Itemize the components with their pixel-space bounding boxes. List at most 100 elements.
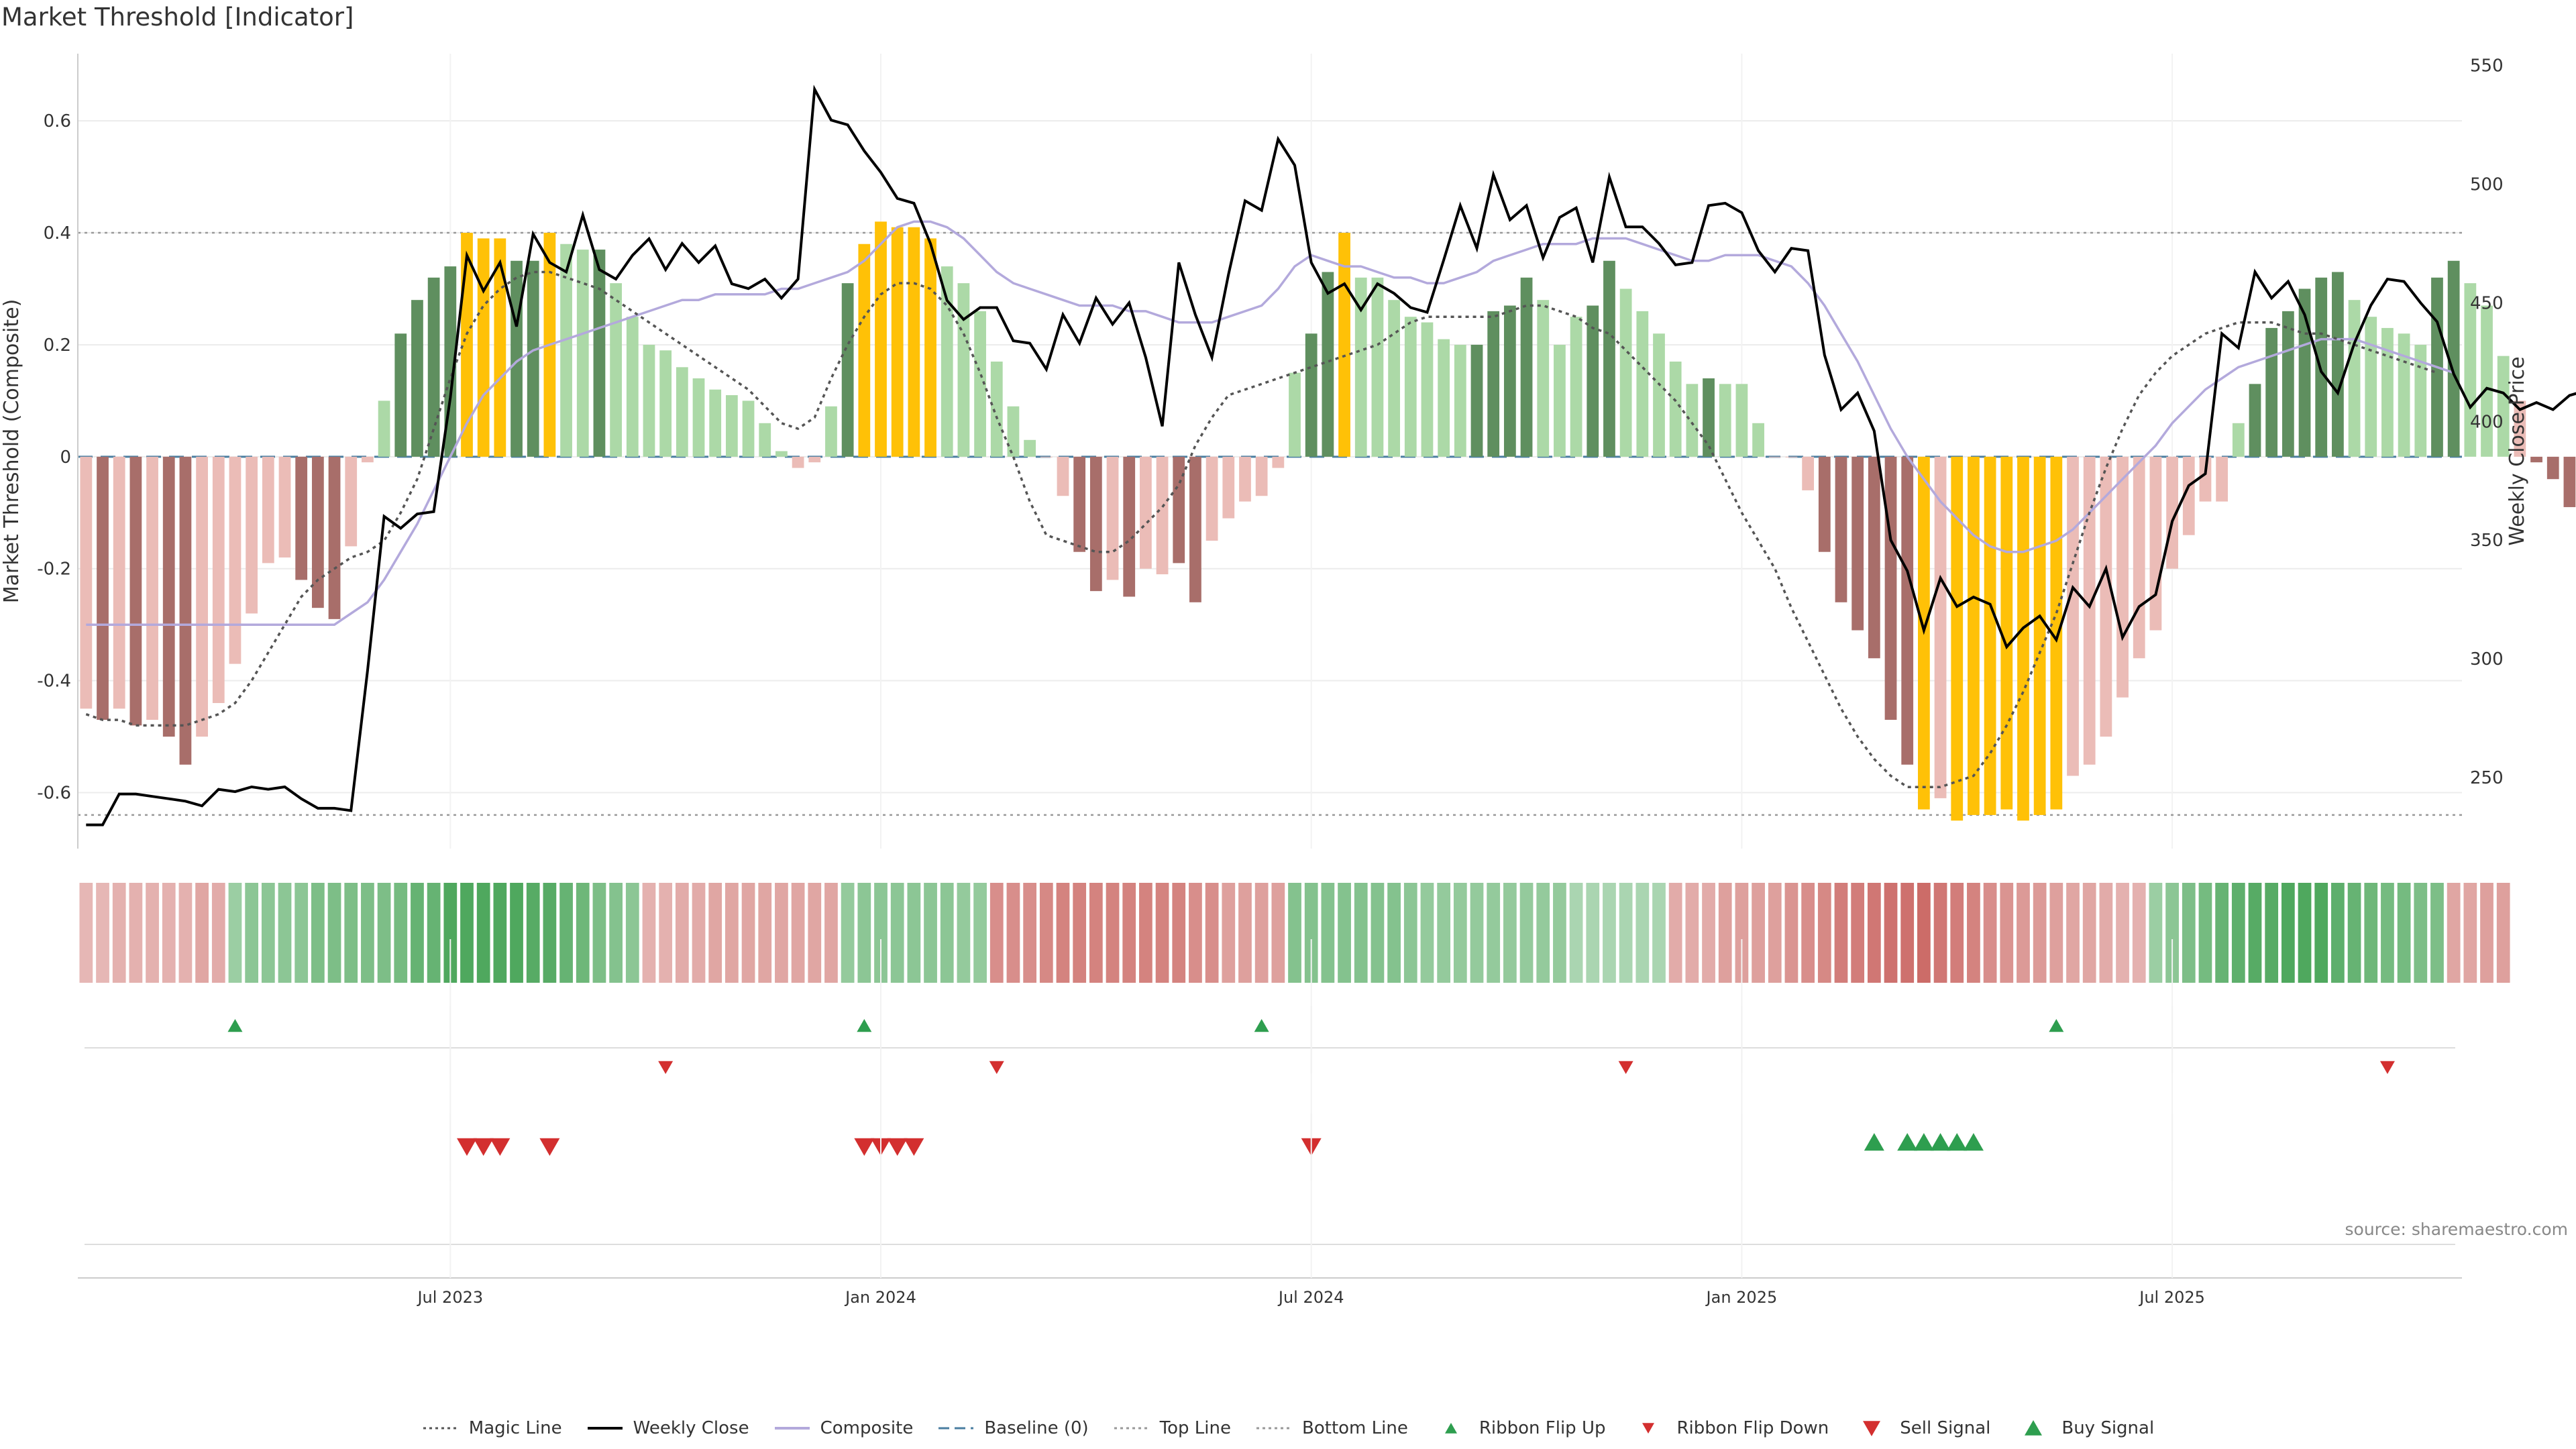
x-tick-label: Jan 2025 — [1705, 1288, 1778, 1307]
ribbon-cell — [741, 883, 755, 983]
legend-label: Buy Signal — [2061, 1418, 2155, 1438]
legend-swatch — [1863, 1421, 1881, 1436]
composite-bar — [1123, 456, 1136, 597]
composite-bar — [825, 406, 837, 457]
legend-swatch — [2025, 1420, 2043, 1436]
ribbon-cell — [2281, 883, 2295, 983]
ribbon-cell — [576, 883, 590, 983]
ribbon-cell — [692, 883, 706, 983]
composite-bar — [1884, 456, 1897, 720]
ribbon-cell — [1569, 883, 1583, 983]
legend: Magic Line Weekly Close Composite Baseline … — [0, 1418, 2576, 1438]
ribbon-cell — [146, 883, 159, 983]
composite-bar — [1222, 456, 1235, 519]
composite-bar — [113, 456, 125, 709]
ribbon-cell — [1189, 883, 1202, 983]
ribbon-flip-down-marker — [1618, 1061, 1633, 1074]
ribbon-cell — [476, 883, 490, 983]
composite-bar — [295, 456, 308, 580]
ribbon-cell — [2298, 883, 2312, 983]
ribbon-cell — [1122, 883, 1136, 983]
ribbon-cell — [1867, 883, 1881, 983]
composite-bar — [1322, 272, 1334, 457]
legend-swatch — [1114, 1427, 1149, 1430]
ribbon-cell — [112, 883, 126, 983]
composite-bar — [1636, 311, 1649, 457]
composite-bar — [1868, 456, 1880, 659]
ribbon-cell — [1967, 883, 1980, 983]
composite-bar — [1570, 317, 1582, 457]
ribbon-cell — [2149, 883, 2163, 983]
ribbon-cell — [2480, 883, 2493, 983]
ribbon-cell — [443, 883, 458, 983]
composite-bar — [1735, 384, 1748, 457]
ribbon-cell — [1519, 883, 1534, 983]
ribbon-cell — [1470, 883, 1484, 983]
ribbon-cell — [874, 883, 888, 983]
ribbon-cell — [1784, 883, 1799, 983]
ribbon-cell — [79, 883, 93, 983]
weekly-close-line — [86, 85, 2576, 826]
legend-item: Ribbon Flip Down — [1629, 1418, 1829, 1438]
ribbon-cell — [1403, 883, 1417, 983]
composite-bar — [576, 250, 589, 457]
composite-bar — [1173, 456, 1185, 564]
composite-bar — [1934, 456, 1947, 798]
composite-bar — [2182, 456, 2195, 535]
ribbon-cell — [344, 883, 358, 983]
composite-bar — [875, 221, 887, 457]
ribbon-cell — [924, 883, 937, 983]
legend-item: Ribbon Flip Up — [1432, 1418, 1605, 1438]
ribbon-cell — [625, 883, 639, 983]
composite-bar — [1686, 384, 1699, 457]
composite-bar — [1653, 333, 1665, 457]
composite-bar — [742, 400, 755, 457]
source-note: source: sharemaestro.com — [2345, 1220, 2569, 1239]
composite-bar — [2497, 356, 2510, 457]
composite-bar — [246, 456, 258, 614]
ribbon-cell — [1271, 883, 1285, 983]
ribbon-cell — [1603, 883, 1616, 983]
ribbon-cell — [1536, 883, 1550, 983]
x-tick-label: Jul 2023 — [416, 1288, 483, 1307]
composite-bar — [1719, 384, 1731, 457]
ribbon-cell — [493, 883, 507, 983]
composite-bar — [1851, 456, 1864, 631]
ribbon-flip-down-marker — [2379, 1061, 2395, 1074]
ribbon-cell — [907, 883, 921, 983]
composite-bar — [229, 456, 241, 664]
composite-bar — [311, 456, 324, 608]
composite-bar — [1785, 456, 1798, 458]
ribbon-cell — [592, 883, 606, 983]
composite-bar — [1835, 456, 1847, 602]
ribbon-cell — [311, 883, 325, 983]
composite-bar — [2348, 300, 2361, 457]
legend-swatch — [774, 1427, 810, 1430]
signal-panel — [85, 1114, 2455, 1245]
composite-bar — [2298, 288, 2311, 457]
y2-tick-label: 400 — [2470, 412, 2504, 432]
legend-label: Baseline (0) — [984, 1418, 1089, 1438]
composite-bar — [2265, 327, 2278, 457]
ribbon-cell — [1254, 883, 1269, 983]
composite-bar — [2414, 344, 2427, 457]
composite-bar — [1371, 277, 1384, 457]
composite-bar — [1189, 456, 1201, 602]
ribbon-cell — [791, 883, 805, 983]
ribbon-cell — [659, 883, 673, 983]
x-axis: Jul 2023 Jan 2024 Jul 2024 Jan 2025 Jul 2025 — [78, 939, 2462, 1307]
composite-bar — [725, 395, 738, 457]
ribbon-cell — [1155, 883, 1169, 983]
composite-bar — [841, 283, 854, 457]
composite-bar — [1537, 300, 1550, 457]
composite-bar — [659, 350, 672, 457]
composite-bar — [2514, 400, 2526, 457]
y2-axis-label: Weekly Close Price — [2506, 356, 2529, 545]
ribbon-cell — [129, 883, 143, 983]
composite-bar — [2398, 333, 2410, 457]
composite-bar — [1040, 456, 1053, 458]
composite-bar — [1156, 456, 1169, 575]
composite-bar — [97, 456, 109, 720]
composite-bar — [411, 300, 423, 457]
composite-bar — [1106, 456, 1119, 580]
